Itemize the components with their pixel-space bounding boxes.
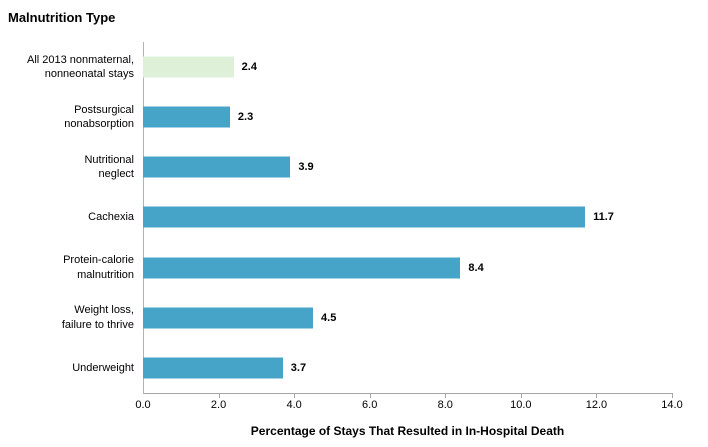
x-tick-label: 2.0 xyxy=(210,399,227,411)
category-label: Protein-calorie malnutrition xyxy=(0,253,143,282)
x-tick-mark xyxy=(596,393,598,398)
category-label-line: neglect xyxy=(98,168,134,181)
bar xyxy=(143,206,586,228)
bar xyxy=(143,106,230,128)
category-label: Cachexia xyxy=(0,210,143,224)
chart-row: Underweight 3.7 xyxy=(0,343,672,393)
chart-row: Cachexia 11.7 xyxy=(0,192,672,242)
category-label-line: All 2013 nonmaternal, xyxy=(26,53,134,66)
value-label: 2.3 xyxy=(237,111,254,124)
category-label-line: Underweight xyxy=(72,361,134,374)
x-tick-label: 6.0 xyxy=(362,399,378,411)
category-label: Weight loss, failure to thrive xyxy=(0,303,143,332)
category-label-line: Weight loss, xyxy=(74,304,134,317)
category-label: All 2013 nonmaternal, nonneonatal stays xyxy=(0,53,143,82)
x-tick-label: 4.0 xyxy=(286,399,302,411)
category-label-line: failure to thrive xyxy=(61,318,134,331)
chart-row: Postsurgical nonabsorption 2.3 xyxy=(0,92,672,142)
chart-rows: All 2013 nonmaternal, nonneonatal stays 2… xyxy=(0,42,672,393)
x-axis-line xyxy=(143,393,673,394)
bar xyxy=(143,56,234,78)
x-tick-mark xyxy=(520,393,522,398)
value-label: 3.9 xyxy=(298,161,314,174)
chart-row: Protein-calorie malnutrition 8.4 xyxy=(0,243,672,293)
bar-track: 11.7 xyxy=(143,192,672,242)
x-tick-mark xyxy=(218,393,220,398)
value-label: 8.4 xyxy=(468,261,484,274)
x-tick-label: 14.0 xyxy=(661,399,683,411)
category-label-line: Protein-calorie xyxy=(63,254,134,267)
x-tick-label: 12.0 xyxy=(585,399,608,411)
category-label-line: nonabsorption xyxy=(64,118,134,131)
chart-row: Nutritional neglect 3.9 xyxy=(0,142,672,192)
bar xyxy=(143,156,291,178)
category-label: Underweight xyxy=(0,361,143,375)
category-label-line: malnutrition xyxy=(77,268,134,281)
category-label-line: Nutritional xyxy=(84,154,134,167)
bar xyxy=(143,257,461,279)
bar-track: 3.9 xyxy=(143,142,672,192)
category-label: Nutritional neglect xyxy=(0,153,143,182)
chart-title: Malnutrition Type xyxy=(8,10,116,25)
value-label: 3.7 xyxy=(290,361,307,374)
x-axis-title: Percentage of Stays That Resulted in In-… xyxy=(250,424,565,438)
bar-track: 4.5 xyxy=(143,293,672,343)
value-label: 2.4 xyxy=(241,61,257,74)
chart-row: All 2013 nonmaternal, nonneonatal stays 2… xyxy=(0,42,672,92)
bar-track: 3.7 xyxy=(143,343,672,393)
bar-track: 2.3 xyxy=(143,92,672,142)
bar-track: 8.4 xyxy=(143,243,672,293)
x-tick-mark xyxy=(294,393,296,398)
category-label-line: Postsurgical xyxy=(74,103,134,116)
chart-row: Weight loss, failure to thrive 4.5 xyxy=(0,293,672,343)
category-label: Postsurgical nonabsorption xyxy=(0,103,143,132)
x-tick-mark xyxy=(369,393,371,398)
x-tick-label: 8.0 xyxy=(437,399,453,411)
x-tick-mark xyxy=(445,393,447,398)
bar xyxy=(143,357,283,379)
x-tick-mark xyxy=(672,393,673,398)
category-label-line: Cachexia xyxy=(88,211,134,224)
x-tick-label: 10.0 xyxy=(510,399,532,411)
value-label: 11.7 xyxy=(593,211,614,224)
category-label-line: nonneonatal stays xyxy=(44,68,134,81)
x-tick-label: 0.0 xyxy=(135,399,151,411)
bar xyxy=(143,307,314,329)
bar-track: 2.4 xyxy=(143,42,672,92)
value-label: 4.5 xyxy=(321,311,337,324)
